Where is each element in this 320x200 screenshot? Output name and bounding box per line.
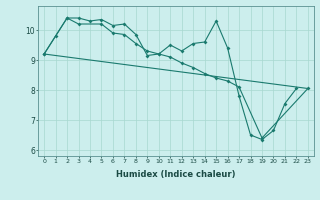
X-axis label: Humidex (Indice chaleur): Humidex (Indice chaleur) xyxy=(116,170,236,179)
